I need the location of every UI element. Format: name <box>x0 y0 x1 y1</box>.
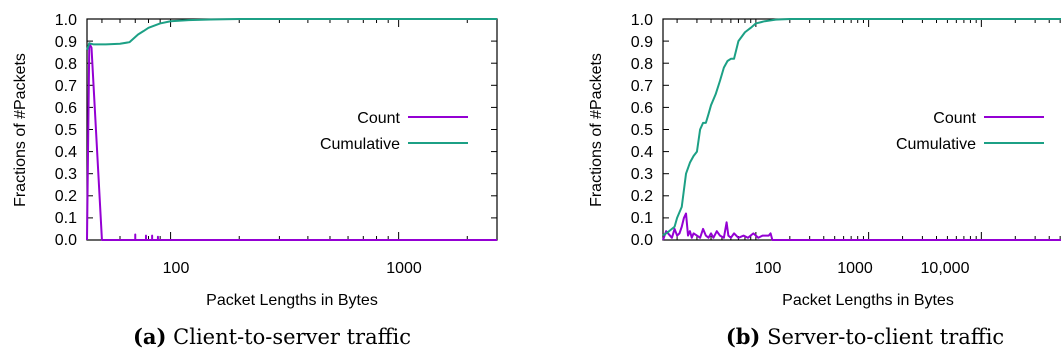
chart-panel-b: 1.0 0.9 0.8 0.7 0.6 0.5 0.4 0.3 0.2 0.1 … <box>588 12 1061 349</box>
y-tick-label: 0.9 <box>55 34 77 51</box>
x-tick-label: 100 <box>163 260 190 277</box>
caption-b: (b) Server-to-client traffic <box>726 324 1004 349</box>
y-tick-labels: 1.0 0.9 0.8 0.7 0.6 0.5 0.4 0.3 0.2 0.1 … <box>55 12 77 249</box>
x-tick-label: 1000 <box>386 260 422 277</box>
y-axis-title: Fractions of #Packets <box>588 53 605 207</box>
y-tick-label: 1.0 <box>631 12 653 29</box>
plot-frame <box>662 18 1061 241</box>
series-line-count <box>662 212 1061 241</box>
y-tick-label: 0.3 <box>55 166 77 183</box>
y-tick-label: 0.5 <box>631 122 653 139</box>
x-tick-labels: 100 1000 <box>163 260 422 277</box>
y-tick-label: 0.9 <box>631 34 653 51</box>
y-tick-label: 1.0 <box>55 12 77 29</box>
series-layer <box>662 18 1061 241</box>
plot-frame <box>86 18 498 241</box>
y-tick-label: 0.3 <box>631 166 653 183</box>
legend-label-count: Count <box>357 110 400 127</box>
axis-ticks <box>87 18 497 241</box>
caption-letter: (a) <box>133 324 166 349</box>
x-axis-title: Packet Lengths in Bytes <box>782 292 954 309</box>
caption-gap <box>760 325 767 349</box>
series-layer <box>86 18 497 241</box>
y-tick-label: 0.6 <box>631 100 653 117</box>
y-tick-label: 0.8 <box>631 56 653 73</box>
caption-a: (a) Client-to-server traffic <box>133 324 411 349</box>
x-tick-label: 10,000 <box>921 260 970 277</box>
legend: Count Cumulative <box>320 110 468 153</box>
series-line-count <box>86 42 497 241</box>
y-tick-label: 0.7 <box>55 78 77 95</box>
legend-label-cumulative: Cumulative <box>896 136 976 153</box>
y-tick-label: 0.6 <box>55 100 77 117</box>
y-tick-label: 0.2 <box>55 188 77 205</box>
y-tick-label: 0.0 <box>55 232 77 249</box>
y-axis-title: Fractions of #Packets <box>12 53 29 207</box>
chart-panel-a: 1.0 0.9 0.8 0.7 0.6 0.5 0.4 0.3 0.2 0.1 … <box>12 12 498 349</box>
y-tick-label: 0.8 <box>55 56 77 73</box>
x-tick-labels: 100 1000 10,000 <box>755 260 970 277</box>
axis-ticks <box>663 18 1061 241</box>
y-tick-label: 0.1 <box>631 210 653 227</box>
series-line-cumulative <box>662 18 1061 237</box>
x-tick-label: 100 <box>755 260 782 277</box>
legend-label-cumulative: Cumulative <box>320 136 400 153</box>
y-tick-label: 0.7 <box>631 78 653 95</box>
caption-text: Client-to-server traffic <box>173 325 411 349</box>
x-tick-label: 1000 <box>837 260 873 277</box>
caption-gap <box>166 325 173 349</box>
y-tick-label: 0.0 <box>631 232 653 249</box>
y-tick-label: 0.4 <box>55 144 77 161</box>
y-tick-label: 0.5 <box>55 122 77 139</box>
y-tick-label: 0.1 <box>55 210 77 227</box>
series-line-cumulative <box>86 18 497 51</box>
y-tick-label: 0.2 <box>631 188 653 205</box>
legend: Count Cumulative <box>896 110 1044 153</box>
legend-label-count: Count <box>933 110 976 127</box>
y-tick-labels: 1.0 0.9 0.8 0.7 0.6 0.5 0.4 0.3 0.2 0.1 … <box>631 12 653 249</box>
caption-text: Server-to-client traffic <box>767 325 1004 349</box>
y-tick-label: 0.4 <box>631 144 653 161</box>
x-axis-title: Packet Lengths in Bytes <box>206 292 378 309</box>
caption-letter: (b) <box>726 324 761 349</box>
